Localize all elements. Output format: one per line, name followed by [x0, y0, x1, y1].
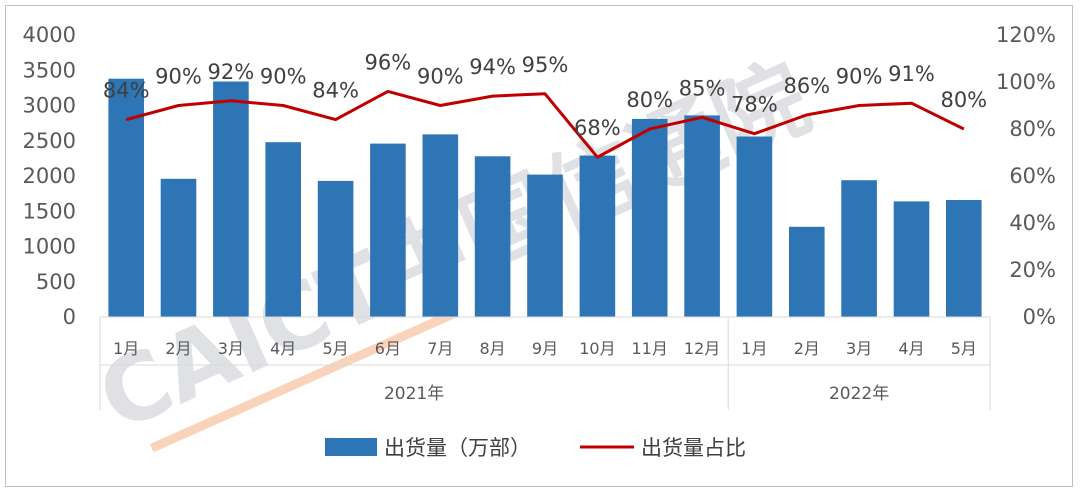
data-label: 80%: [940, 88, 987, 112]
bar: [736, 136, 773, 317]
data-label: 85%: [679, 76, 726, 100]
category-label: 3月: [218, 339, 244, 358]
bar: [631, 118, 668, 318]
category-label: 5月: [323, 339, 349, 358]
category-label: 3月: [846, 339, 872, 358]
data-label: 91%: [888, 62, 935, 86]
bar: [317, 180, 354, 317]
bar: [108, 78, 144, 317]
category-label: 8月: [480, 339, 506, 358]
right-tick-label: 40%: [1009, 211, 1056, 235]
left-tick-label: 0: [63, 305, 76, 329]
category-label: 11月: [632, 339, 668, 358]
bar: [841, 180, 877, 317]
share-line: [125, 89, 965, 159]
line-series: [125, 89, 965, 159]
legend: 出货量（万部） 出货量占比: [325, 436, 746, 460]
legend-bar-label: 出货量（万部）: [384, 436, 531, 460]
bar: [265, 142, 301, 317]
left-tick-label: 4000: [23, 23, 76, 47]
legend-bar-swatch: [325, 438, 377, 456]
bar: [946, 200, 982, 317]
data-label: 68%: [574, 116, 621, 140]
data-label: 90%: [155, 65, 202, 89]
right-tick-label: 80%: [1009, 117, 1056, 141]
watermark-stripe: [150, 309, 456, 453]
right-tick-label: 120%: [996, 23, 1056, 47]
bar: [893, 201, 930, 317]
data-label: 78%: [731, 93, 778, 117]
data-label: 90%: [260, 65, 307, 89]
year-group-label: 2021年: [384, 384, 444, 404]
data-label: 95%: [522, 53, 569, 77]
category-label: 1月: [113, 339, 139, 358]
category-label: 7月: [427, 339, 453, 358]
right-tick-label: 60%: [1009, 164, 1056, 188]
data-label: 96%: [365, 50, 412, 74]
category-label: 6月: [375, 339, 401, 358]
right-tick-label: 0%: [1023, 305, 1056, 329]
bar-series: [108, 78, 982, 318]
left-tick-label: 2500: [23, 129, 76, 153]
category-axis: 1月 2月 3月 4月 5月 6月 7月 8月 9月 10月 11月 12月 1月 2月 3月 4月 5月 202…: [99, 316, 991, 410]
category-label: 2月: [165, 339, 191, 358]
bar: [160, 178, 197, 317]
category-label: 4月: [270, 339, 296, 358]
category-label: 1月: [741, 339, 767, 358]
right-axis-ticks: 0% 20% 40% 60% 80% 100% 120%: [996, 23, 1056, 329]
left-tick-label: 1500: [23, 199, 76, 223]
left-tick-label: 2000: [23, 164, 76, 188]
data-label: 92%: [208, 60, 255, 84]
left-tick-label: 1000: [23, 235, 76, 259]
right-tick-label: 20%: [1009, 258, 1056, 282]
bar: [474, 156, 511, 317]
data-label: 90%: [836, 65, 883, 89]
category-label: 10月: [579, 339, 615, 358]
bar: [684, 115, 720, 318]
bar: [789, 226, 825, 317]
data-label: 84%: [103, 79, 150, 103]
category-label: 9月: [532, 339, 558, 358]
bar: [213, 81, 249, 317]
data-labels: 84%90% 92% 90%84%96%90% 94% 95%68%80% 85%78%8…: [103, 50, 987, 140]
data-label: 94%: [469, 55, 516, 79]
right-tick-label: 100%: [996, 70, 1056, 94]
category-label: 12月: [684, 339, 720, 358]
left-tick-label: 500: [36, 270, 76, 294]
data-label: 80%: [626, 88, 673, 112]
left-axis-ticks: 0 500 1000 1500 2000 2500 3000 3500 4000: [23, 23, 76, 329]
left-tick-label: 3500: [23, 58, 76, 82]
bar: [370, 143, 406, 317]
category-label: 2月: [794, 339, 820, 358]
category-label: 5月: [951, 339, 977, 358]
year-group-label: 2022年: [829, 384, 889, 404]
data-label: 84%: [312, 79, 359, 103]
data-label: 90%: [417, 65, 464, 89]
data-label: 86%: [783, 74, 830, 98]
bar: [579, 155, 616, 317]
left-tick-label: 3000: [23, 94, 76, 118]
bar: [422, 134, 459, 317]
legend-line-label: 出货量占比: [641, 436, 746, 460]
category-label: 4月: [898, 339, 924, 358]
bar: [527, 174, 563, 317]
